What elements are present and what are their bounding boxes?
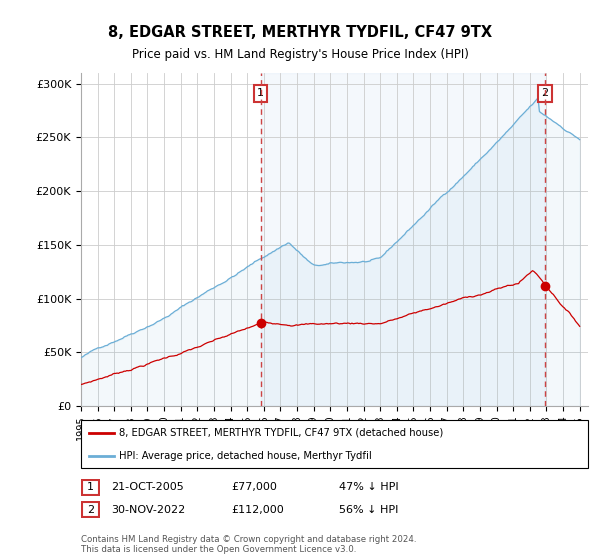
FancyBboxPatch shape: [81, 420, 588, 468]
Text: £77,000: £77,000: [231, 482, 277, 492]
Text: 2: 2: [87, 505, 94, 515]
Text: Contains HM Land Registry data © Crown copyright and database right 2024.
This d: Contains HM Land Registry data © Crown c…: [81, 535, 416, 554]
Text: 47% ↓ HPI: 47% ↓ HPI: [339, 482, 398, 492]
Text: 1: 1: [87, 482, 94, 492]
Text: £112,000: £112,000: [231, 505, 284, 515]
Text: 30-NOV-2022: 30-NOV-2022: [111, 505, 185, 515]
Text: 8, EDGAR STREET, MERTHYR TYDFIL, CF47 9TX (detached house): 8, EDGAR STREET, MERTHYR TYDFIL, CF47 9T…: [119, 428, 443, 438]
Text: 8, EDGAR STREET, MERTHYR TYDFIL, CF47 9TX: 8, EDGAR STREET, MERTHYR TYDFIL, CF47 9T…: [108, 25, 492, 40]
Text: 21-OCT-2005: 21-OCT-2005: [111, 482, 184, 492]
Text: HPI: Average price, detached house, Merthyr Tydfil: HPI: Average price, detached house, Mert…: [119, 451, 372, 461]
Text: Price paid vs. HM Land Registry's House Price Index (HPI): Price paid vs. HM Land Registry's House …: [131, 48, 469, 60]
Bar: [260, 73, 545, 406]
FancyBboxPatch shape: [82, 502, 99, 517]
Text: 56% ↓ HPI: 56% ↓ HPI: [339, 505, 398, 515]
Text: 1: 1: [257, 88, 264, 98]
Text: 2: 2: [541, 88, 548, 98]
FancyBboxPatch shape: [82, 479, 99, 495]
